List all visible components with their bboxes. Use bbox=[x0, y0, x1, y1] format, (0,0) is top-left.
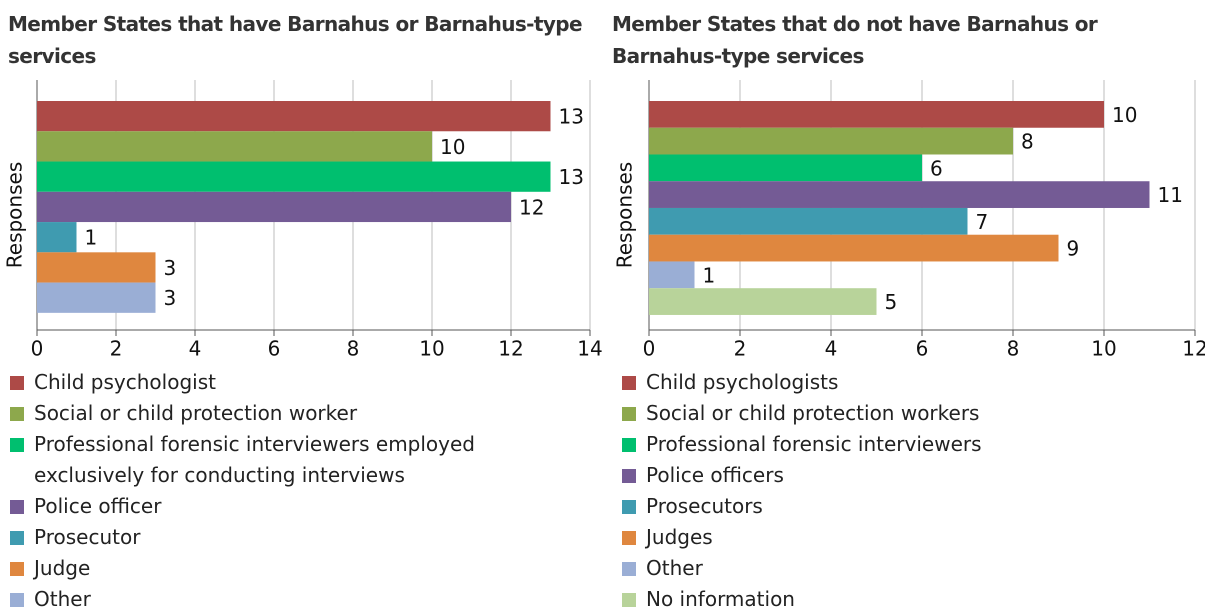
legend-label: Social or child protection workers bbox=[646, 401, 980, 425]
x-tick-label: 0 bbox=[31, 337, 44, 361]
legend-label: Prosecutors bbox=[646, 494, 763, 518]
legend-label: Child psychologist bbox=[34, 370, 216, 394]
value-label: 8 bbox=[1021, 130, 1034, 154]
value-label: 6 bbox=[930, 156, 943, 180]
value-label: 10 bbox=[1112, 103, 1137, 127]
bar bbox=[37, 252, 156, 283]
x-tick-label: 12 bbox=[1182, 337, 1205, 361]
legend-item: Other bbox=[622, 553, 1182, 584]
legend: Child psychologists Social or child prote… bbox=[622, 367, 1182, 614]
legend-swatch bbox=[622, 407, 636, 421]
legend-label: Judges bbox=[646, 525, 713, 549]
bar bbox=[37, 282, 156, 313]
legend-item: Police officer bbox=[10, 491, 540, 522]
x-tick-label: 6 bbox=[916, 337, 929, 361]
legend-swatch bbox=[622, 500, 636, 514]
legend-swatch bbox=[622, 531, 636, 545]
value-label: 13 bbox=[559, 105, 584, 129]
value-label: 1 bbox=[703, 263, 716, 287]
x-tick-label: 8 bbox=[1007, 337, 1020, 361]
bar bbox=[649, 154, 922, 182]
x-tick-label: 2 bbox=[110, 337, 123, 361]
legend-item: Other bbox=[10, 584, 540, 614]
legend-swatch bbox=[622, 593, 636, 607]
value-label: 13 bbox=[559, 165, 584, 189]
legend-swatch bbox=[10, 562, 24, 576]
legend-label: Social or child protection worker bbox=[34, 401, 358, 425]
x-tick-label: 6 bbox=[268, 337, 281, 361]
x-tick-label: 0 bbox=[643, 337, 656, 361]
legend-item: Judges bbox=[622, 522, 1182, 553]
value-label: 10 bbox=[440, 135, 465, 159]
bar bbox=[649, 288, 877, 315]
value-label: 5 bbox=[885, 290, 898, 314]
bar bbox=[37, 222, 77, 253]
value-label: 3 bbox=[164, 286, 177, 310]
value-label: 1 bbox=[85, 226, 98, 250]
value-label: 11 bbox=[1158, 183, 1183, 207]
legend-item: Prosecutor bbox=[10, 522, 540, 553]
legend-item: Child psychologist bbox=[10, 367, 540, 398]
legend-swatch bbox=[10, 531, 24, 545]
legend-label: Prosecutor bbox=[34, 525, 141, 549]
legend-label: Child psychologists bbox=[646, 370, 839, 394]
x-tick-label: 4 bbox=[189, 337, 202, 361]
legend-item: Social or child protection worker bbox=[10, 398, 540, 429]
bar bbox=[649, 127, 1013, 155]
legend-item: Prosecutors bbox=[622, 491, 1182, 522]
legend-label: Police officers bbox=[646, 463, 784, 487]
bar bbox=[649, 261, 695, 289]
bar bbox=[37, 161, 551, 192]
bar bbox=[649, 101, 1104, 128]
legend-label: Other bbox=[646, 556, 703, 580]
chart-title: Member States that do not have Barnahus … bbox=[612, 12, 1098, 68]
bar bbox=[37, 101, 551, 132]
legend-item: Social or child protection workers bbox=[622, 398, 1182, 429]
legend-swatch bbox=[10, 500, 24, 514]
legend-swatch bbox=[10, 376, 24, 390]
legend-swatch bbox=[622, 438, 636, 452]
legend-label: Judge bbox=[34, 556, 91, 580]
x-tick-label: 4 bbox=[825, 337, 838, 361]
value-label: 7 bbox=[976, 210, 989, 234]
legend-swatch bbox=[10, 438, 24, 452]
chart-title: Member States that have Barnahus or Barn… bbox=[8, 12, 583, 68]
legend-item: No information bbox=[622, 584, 1182, 614]
legend-label: Professional forensic interviewers emplo… bbox=[34, 432, 475, 487]
legend-swatch bbox=[622, 376, 636, 390]
bar bbox=[649, 181, 1150, 208]
y-axis-label: Responses bbox=[3, 162, 27, 268]
bar bbox=[37, 191, 511, 223]
legend-swatch bbox=[622, 469, 636, 483]
legend-item: Professional forensic interviewers bbox=[622, 429, 1182, 460]
legend-item: Police officers bbox=[622, 460, 1182, 491]
value-label: 12 bbox=[519, 195, 544, 219]
legend-item: Child psychologists bbox=[622, 367, 1182, 398]
x-tick-label: 2 bbox=[734, 337, 747, 361]
legend-label: Police officer bbox=[34, 494, 162, 518]
legend-label: Other bbox=[34, 587, 91, 611]
legend-label: Professional forensic interviewers bbox=[646, 432, 982, 456]
x-tick-label: 12 bbox=[498, 337, 523, 361]
legend-item: Judge bbox=[10, 553, 540, 584]
legend-swatch bbox=[10, 593, 24, 607]
value-label: 9 bbox=[1067, 237, 1080, 261]
x-tick-label: 10 bbox=[1091, 337, 1116, 361]
bar bbox=[649, 234, 1059, 262]
x-tick-label: 14 bbox=[577, 337, 602, 361]
bar bbox=[649, 207, 968, 235]
x-tick-label: 8 bbox=[347, 337, 360, 361]
x-tick-label: 10 bbox=[419, 337, 444, 361]
y-axis-label: Responses bbox=[613, 162, 637, 268]
legend-item: Professional forensic interviewers emplo… bbox=[10, 429, 540, 491]
legend-swatch bbox=[10, 407, 24, 421]
legend-label: No information bbox=[646, 587, 795, 611]
legend: Child psychologist Social or child protec… bbox=[10, 367, 540, 614]
legend-swatch bbox=[622, 562, 636, 576]
value-label: 3 bbox=[164, 256, 177, 280]
bar bbox=[37, 131, 432, 162]
